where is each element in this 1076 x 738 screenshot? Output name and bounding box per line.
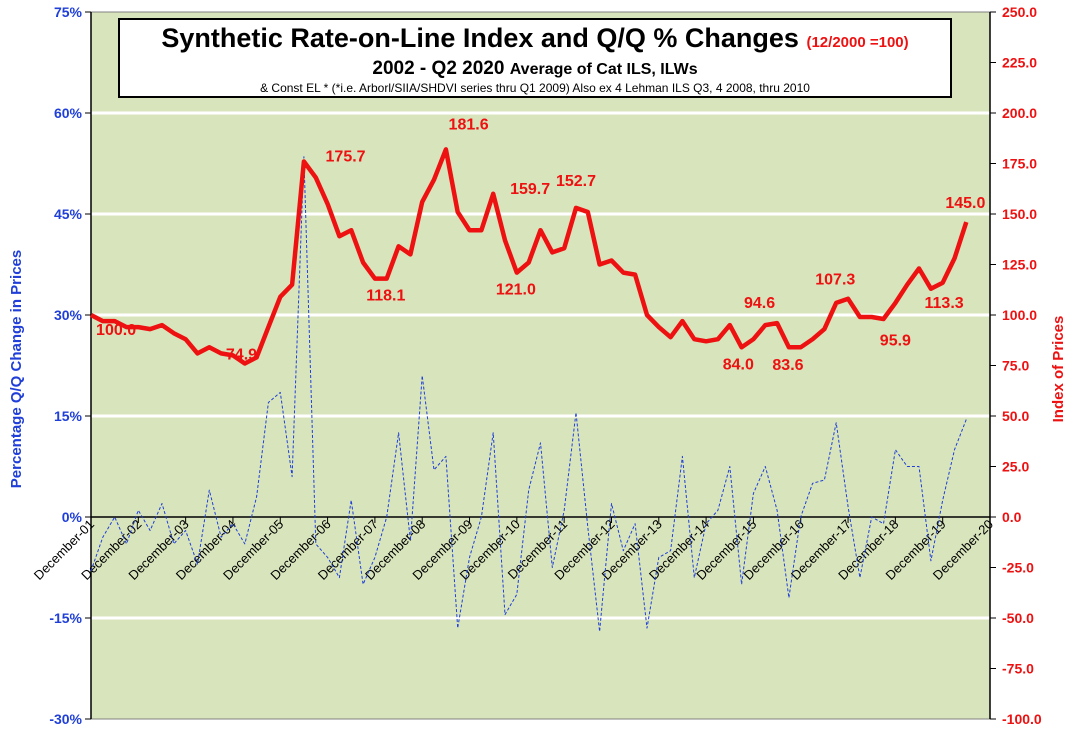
left-tick-label: 60%	[54, 105, 83, 121]
chart-footnote: & Const EL * (*i.e. Arborl/SIIA/SHDVI se…	[260, 81, 810, 95]
right-tick-label: 25.0	[1002, 459, 1029, 475]
left-tick-label: -30%	[49, 711, 82, 727]
qq-change-series-line	[90, 156, 967, 632]
left-tick-label: 15%	[54, 408, 83, 424]
right-tick-label: 175.0	[1002, 156, 1037, 172]
data-label: 181.6	[449, 116, 489, 133]
right-tick-label: 200.0	[1002, 105, 1037, 121]
data-label: 145.0	[945, 195, 985, 212]
data-label: 107.3	[815, 271, 855, 288]
right-tick-label: -75.0	[1002, 661, 1034, 677]
data-label: 84.0	[723, 356, 754, 373]
left-tick-label: 0%	[62, 509, 83, 525]
chart-subtitle-suffix: Average of Cat ILS, ILWs	[509, 61, 698, 78]
right-tick-label: 50.0	[1002, 408, 1029, 424]
chart-title-box: Synthetic Rate-on-Line Index and Q/Q % C…	[118, 18, 952, 98]
right-tick-label: -50.0	[1002, 610, 1034, 626]
right-tick-label: 250.0	[1002, 4, 1037, 20]
data-label: 118.1	[366, 287, 405, 304]
right-axis-ticks: -100.0 -75.0 -50.0 -25.0 0.0 25.0 50.0 75.0 100.…	[990, 4, 1042, 727]
series-group	[89, 147, 969, 632]
right-tick-label: -100.0	[1002, 711, 1042, 727]
left-tick-label: 45%	[54, 206, 83, 222]
chart-subtitle-line: 2002 - Q2 2020 Average of Cat ILS, ILWs	[120, 58, 950, 81]
right-tick-label: 225.0	[1002, 55, 1037, 71]
data-label: 152.7	[556, 173, 596, 190]
right-axis-title: Index of Prices	[1050, 316, 1067, 423]
data-labels: 100.0 74.9 175.7 118.1 181.6 159.7 121.0 152.7 8…	[96, 116, 985, 374]
chart-title: Synthetic Rate-on-Line Index and Q/Q % C…	[161, 23, 799, 53]
right-tick-label: 75.0	[1002, 358, 1029, 374]
right-tick-label: -25.0	[1002, 560, 1034, 576]
left-tick-label: -15%	[49, 610, 82, 626]
chart-title-note: (12/2000 =100)	[806, 34, 909, 51]
left-axis-ticks: -30% -15% 0% 15% 30% 45% 60% 75%	[49, 4, 91, 727]
data-label: 159.7	[510, 181, 550, 198]
right-tick-label: 150.0	[1002, 206, 1037, 222]
data-label: 74.9	[226, 347, 257, 364]
left-tick-label: 30%	[54, 307, 83, 323]
chart-title-line: Synthetic Rate-on-Line Index and Q/Q % C…	[120, 23, 950, 58]
data-label: 121.0	[496, 282, 536, 299]
data-label: 113.3	[925, 295, 964, 312]
right-tick-label: 0.0	[1002, 509, 1022, 525]
data-label: 100.0	[96, 322, 136, 339]
data-label: 83.6	[772, 357, 803, 374]
data-label: 94.6	[744, 295, 775, 312]
right-tick-label: 125.0	[1002, 257, 1037, 273]
data-label: 175.7	[326, 148, 366, 165]
gridlines	[91, 111, 990, 620]
chart-subtitle: 2002 - Q2 2020	[372, 58, 505, 79]
plot-background	[90, 11, 991, 720]
index-series-line	[89, 147, 969, 366]
left-axis-title: Percentage Q/Q Change in Prices	[8, 250, 25, 488]
right-tick-label: 100.0	[1002, 307, 1037, 323]
data-label: 95.9	[880, 332, 911, 349]
left-tick-label: 75%	[54, 4, 83, 20]
